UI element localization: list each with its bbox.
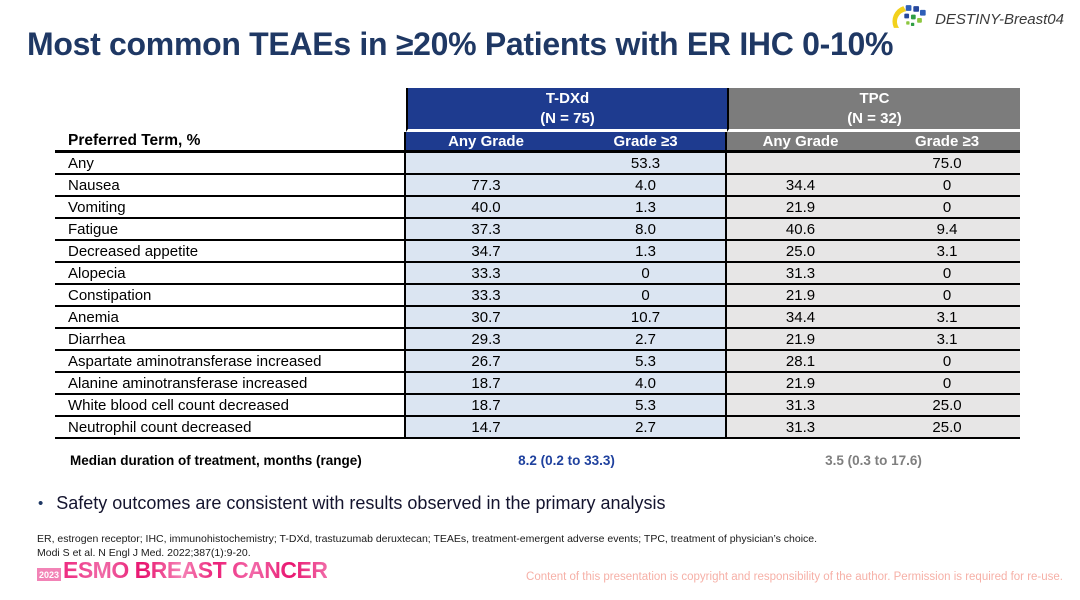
value-cell: 25.0 (727, 241, 874, 263)
term-cell: Constipation (55, 285, 406, 307)
value-cell: 2.7 (566, 417, 727, 439)
group-n: (N = 75) (540, 109, 595, 127)
term-cell: Alanine aminotransferase increased (55, 373, 406, 395)
value-cell (406, 153, 566, 175)
value-cell: 3.1 (874, 307, 1020, 329)
term-cell: Aspartate aminotransferase increased (55, 351, 406, 373)
value-cell: 29.3 (406, 329, 566, 351)
subheader-tpc-any-grade: Any Grade (727, 132, 874, 153)
median-duration-tdxd: 8.2 (0.2 to 33.3) (518, 452, 615, 468)
group-name: TPC (859, 90, 890, 107)
value-cell: 10.7 (566, 307, 727, 329)
value-cell: 34.4 (727, 307, 874, 329)
value-cell: 18.7 (406, 395, 566, 417)
value-cell: 31.3 (727, 417, 874, 439)
key-message: • Safety outcomes are consistent with re… (38, 493, 666, 514)
value-cell: 33.3 (406, 285, 566, 307)
value-cell: 21.9 (727, 197, 874, 219)
value-cell: 26.7 (406, 351, 566, 373)
value-cell: 28.1 (727, 351, 874, 373)
value-cell: 0 (874, 197, 1020, 219)
value-cell: 3.1 (874, 241, 1020, 263)
value-cell: 0 (874, 175, 1020, 197)
study-logo: DESTINY-Breast04 (891, 4, 1064, 35)
term-cell: White blood cell count decreased (55, 395, 406, 417)
value-cell: 0 (874, 285, 1020, 307)
footnotes: ER, estrogen receptor; IHC, immunohistoc… (37, 533, 817, 560)
value-cell: 0 (874, 373, 1020, 395)
study-name: DESTINY-Breast04 (935, 11, 1064, 28)
term-cell: Decreased appetite (55, 241, 406, 263)
slide-title: Most common TEAEs in ≥20% Patients with … (27, 26, 894, 62)
group-header-tpc: TPC (N = 32) (727, 88, 1020, 132)
median-duration-row: Median duration of treatment, months (ra… (55, 448, 1020, 472)
value-cell: 30.7 (406, 307, 566, 329)
conference-logo: 2023 ESMO BREAST CANCER (37, 557, 328, 584)
value-cell: 37.3 (406, 219, 566, 241)
value-cell: 31.3 (727, 395, 874, 417)
value-cell: 40.6 (727, 219, 874, 241)
header-spacer (55, 88, 406, 132)
value-cell: 34.4 (727, 175, 874, 197)
group-name: T-DXd (545, 90, 590, 107)
value-cell: 9.4 (874, 219, 1020, 241)
value-cell: 25.0 (874, 417, 1020, 439)
subheader-tdxd-grade3: Grade ≥3 (566, 132, 727, 153)
term-cell: Fatigue (55, 219, 406, 241)
value-cell: 31.3 (727, 263, 874, 285)
value-cell: 40.0 (406, 197, 566, 219)
value-cell: 1.3 (566, 197, 727, 219)
abbreviations-footnote: ER, estrogen receptor; IHC, immunohistoc… (37, 533, 818, 545)
value-cell: 0 (566, 285, 727, 307)
term-cell: Vomiting (55, 197, 406, 219)
value-cell: 0 (566, 263, 727, 285)
value-cell: 21.9 (727, 373, 874, 395)
group-header-tdxd: T-DXd (N = 75) (406, 88, 727, 132)
value-cell: 4.0 (566, 175, 727, 197)
value-cell: 3.1 (874, 329, 1020, 351)
median-duration-label: Median duration of treatment, months (ra… (70, 452, 362, 468)
value-cell: 77.3 (406, 175, 566, 197)
value-cell (727, 153, 874, 175)
reference-footnote: Modi S et al. N Engl J Med. 2022;387(1):… (37, 546, 251, 559)
esmo-logo-text: ESMO BREAST CANCER (63, 557, 328, 583)
value-cell: 5.3 (566, 351, 727, 373)
copyright-notice: Content of this presentation is copyrigh… (526, 571, 1063, 583)
term-cell: Alopecia (55, 263, 406, 285)
term-cell: Neutrophil count decreased (55, 417, 406, 439)
value-cell: 14.7 (406, 417, 566, 439)
value-cell: 21.9 (727, 285, 874, 307)
term-cell: Anemia (55, 307, 406, 329)
value-cell: 18.7 (406, 373, 566, 395)
esmo-year-badge: 2023 (37, 568, 61, 581)
value-cell: 0 (874, 351, 1020, 373)
value-cell: 25.0 (874, 395, 1020, 417)
value-cell: 8.0 (566, 219, 727, 241)
term-cell: Any (55, 153, 406, 175)
median-duration-tpc: 3.5 (0.3 to 17.6) (825, 452, 922, 468)
value-cell: 75.0 (874, 153, 1020, 175)
value-cell: 21.9 (727, 329, 874, 351)
subheader-tpc-grade3: Grade ≥3 (874, 132, 1020, 153)
value-cell: 53.3 (566, 153, 727, 175)
term-cell: Diarrhea (55, 329, 406, 351)
value-cell: 33.3 (406, 263, 566, 285)
column-header-preferred-term: Preferred Term, % (55, 132, 406, 153)
bullet-icon: • (38, 495, 44, 512)
group-n: (N = 32) (847, 109, 902, 127)
value-cell: 1.3 (566, 241, 727, 263)
teae-table: T-DXd (N = 75) TPC (N = 32) Preferred Te… (55, 88, 1020, 439)
value-cell: 0 (874, 263, 1020, 285)
destiny-fan-icon (891, 4, 929, 35)
subheader-tdxd-any-grade: Any Grade (406, 132, 566, 153)
term-cell: Nausea (55, 175, 406, 197)
value-cell: 5.3 (566, 395, 727, 417)
key-message-text: Safety outcomes are consistent with resu… (56, 493, 666, 513)
value-cell: 34.7 (406, 241, 566, 263)
value-cell: 2.7 (566, 329, 727, 351)
value-cell: 4.0 (566, 373, 727, 395)
